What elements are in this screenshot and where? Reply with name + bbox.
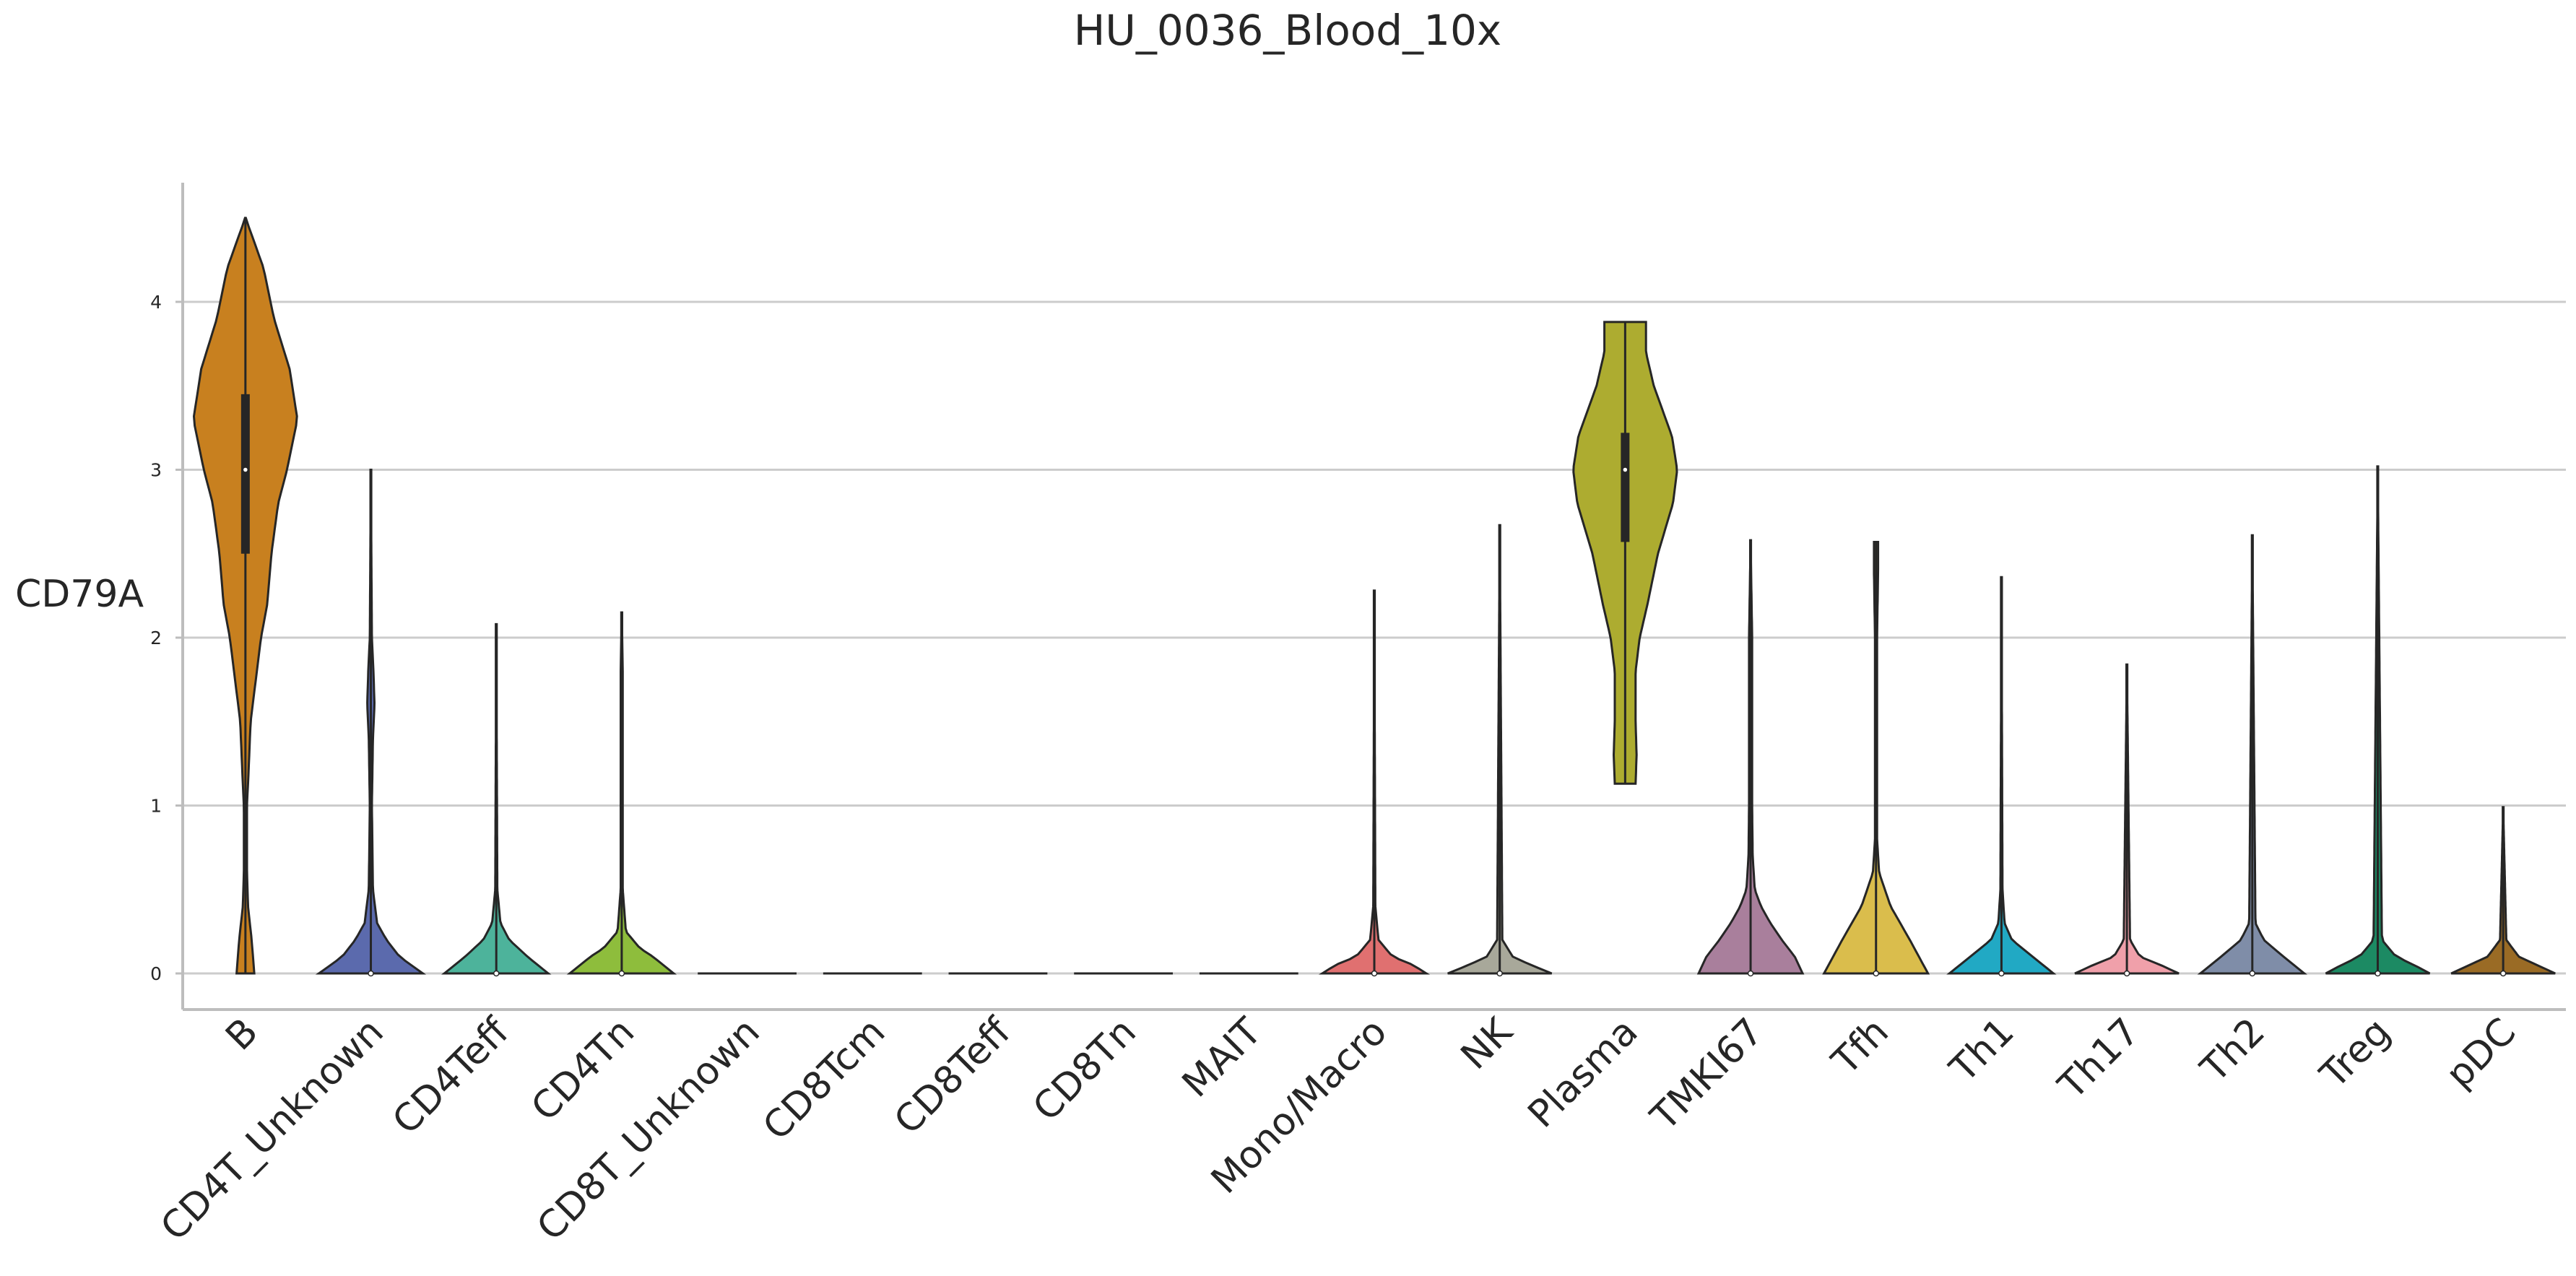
- x-tick-label: NK: [1453, 1009, 1522, 1077]
- x-tick-label: Th1: [1941, 1010, 2022, 1091]
- violin-median-point: [1873, 970, 1879, 977]
- violin-group: [1447, 524, 1553, 977]
- x-tick-label: Th2: [2193, 1010, 2273, 1091]
- violin-median-point: [493, 970, 500, 977]
- violin-group: [566, 611, 677, 977]
- violin-median-point: [1747, 970, 1754, 977]
- x-tick-label: CD4Tn: [524, 1010, 643, 1130]
- y-tick-label: 1: [150, 796, 162, 817]
- violin-group: [2074, 663, 2180, 977]
- violin-median-point: [1998, 970, 2005, 977]
- violin-group: [1572, 321, 1678, 785]
- x-tick-label: Plasma: [1520, 1010, 1647, 1137]
- violin-median-point: [2375, 970, 2381, 977]
- violin-group: [2450, 806, 2556, 977]
- x-tick-label: CD8Tcm: [755, 1010, 893, 1149]
- x-tick-label: CD8T_Unknown: [529, 1010, 768, 1249]
- x-tick-label: CD8Teff: [886, 1010, 1020, 1143]
- x-tick-label: pDC: [2438, 1010, 2525, 1097]
- violin-median-point: [2499, 970, 2507, 977]
- violin-group: [315, 469, 427, 977]
- x-tick-label: CD8Tn: [1025, 1010, 1145, 1130]
- x-tick-label: CD4Teff: [384, 1010, 518, 1143]
- violin-group: [2325, 465, 2431, 977]
- grid-lines: [175, 300, 2566, 975]
- violin-median-point: [1371, 970, 1378, 977]
- violin-median-point: [1622, 466, 1629, 473]
- x-tick-label: B: [217, 1010, 266, 1059]
- x-tick-label: CD4T_Unknown: [152, 1010, 391, 1249]
- violin-group: [1696, 539, 1805, 977]
- y-tick-labels: 0 1 2 3 4: [150, 292, 162, 984]
- violin-group: [1822, 541, 1930, 977]
- x-tick-label: MAIT: [1174, 1010, 1270, 1106]
- violin-median-point: [618, 970, 625, 977]
- y-tick-label: 2: [150, 628, 162, 648]
- violin-median-point: [368, 970, 374, 977]
- x-tick-label: Treg: [2312, 1010, 2398, 1097]
- violins: [192, 217, 2556, 977]
- violin-group: [1318, 589, 1431, 977]
- violin-group: [192, 217, 298, 975]
- chart-title: HU_0036_Blood_10x: [1074, 6, 1502, 55]
- y-tick-label: 0: [150, 963, 162, 984]
- axes: [181, 183, 2566, 1011]
- y-tick-label: 3: [150, 460, 162, 481]
- violin-median-point: [242, 466, 249, 473]
- y-tick-label: 4: [150, 292, 162, 313]
- y-axis-label: CD79A: [15, 573, 144, 616]
- violin-group: [1946, 576, 2057, 977]
- x-tick-label: Tfh: [1823, 1010, 1897, 1084]
- violin-median-point: [2249, 970, 2256, 977]
- violin-median-point: [2123, 970, 2130, 977]
- violin-group: [2197, 534, 2308, 977]
- violin-median-point: [1496, 970, 1503, 977]
- x-tick-label: Th17: [2050, 1010, 2148, 1108]
- violin-group: [441, 622, 552, 977]
- x-tick-label: TMKI67: [1642, 1010, 1771, 1140]
